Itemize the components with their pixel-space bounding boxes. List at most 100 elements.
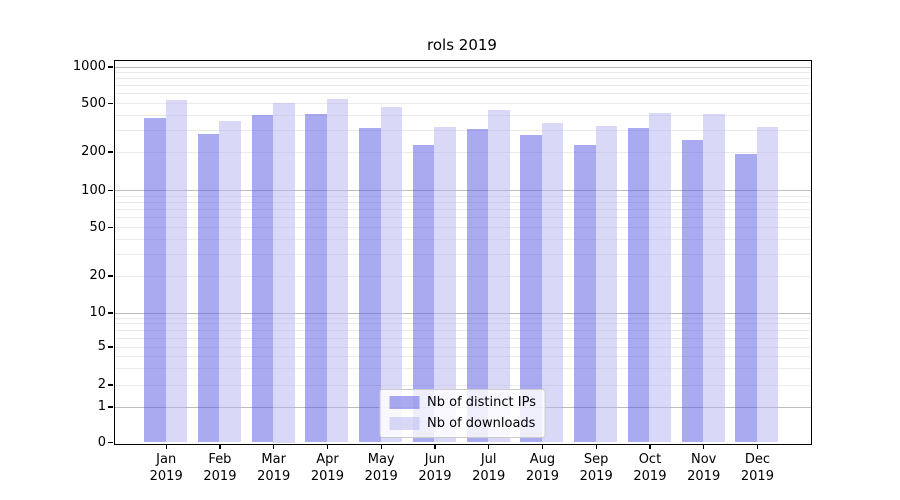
bar-distinct-ips-sep (574, 145, 596, 443)
gridline-1000 (114, 66, 811, 68)
y-tick-mark-50 (108, 226, 113, 229)
bar-distinct-ips-may (359, 128, 381, 443)
x-tick-year: 2019 (310, 469, 344, 484)
gridline-7 (114, 329, 811, 331)
x-tick-month: Aug (529, 452, 556, 467)
x-tick-year: 2019 (633, 469, 667, 484)
x-tick-month: Dec (744, 452, 771, 467)
bar-distinct-ips-aug (520, 134, 542, 443)
gridline-6 (114, 337, 811, 339)
y-tick-mark-200 (108, 151, 113, 153)
bar-distinct-ips-feb (197, 133, 220, 443)
gridline-60 (114, 217, 811, 219)
x-tick-mark-dec (756, 444, 759, 449)
gridline-600 (114, 93, 811, 95)
x-tick-year: 2019 (257, 469, 291, 484)
y-tick-label-1000: 1000 (72, 59, 106, 74)
x-tick-month: Apr (316, 452, 339, 467)
gridline-2 (114, 384, 811, 386)
x-tick-year: 2019 (203, 469, 237, 484)
gridline-700 (114, 85, 811, 87)
y-tick-label-100: 100 (81, 182, 106, 198)
bar-distinct-ips-jun (412, 145, 435, 443)
y-tick-label-500: 500 (81, 95, 106, 111)
y-tick-mark-2 (108, 384, 113, 386)
gridline-500 (114, 103, 811, 104)
x-tick-year: 2019 (149, 469, 183, 484)
bar-distinct-ips-apr (305, 114, 327, 443)
x-tick-mark-jun (434, 444, 436, 449)
gridline-5 (114, 346, 811, 348)
chart-title: rols 2019 (427, 36, 497, 54)
x-tick-mark-may (380, 444, 382, 449)
gridline-90 (114, 195, 811, 197)
x-tick-label-apr: Apr 2019 (287, 451, 367, 485)
legend-swatch-icon (389, 417, 420, 430)
gridline-20 (114, 275, 811, 277)
gridline-9 (114, 317, 811, 319)
y-tick-mark-20 (108, 275, 113, 277)
x-tick-label-may: May 2019 (341, 451, 421, 485)
bar-distinct-ips-jan (144, 117, 166, 443)
gridline-100 (114, 190, 811, 192)
x-tick-label-nov: Nov 2019 (664, 451, 744, 485)
x-tick-mark-jul (488, 444, 490, 449)
y-tick-mark-1000 (108, 66, 113, 68)
x-tick-label-dec: Dec 2019 (717, 451, 797, 485)
x-tick-label-jul: Jul 2019 (449, 451, 529, 485)
x-tick-label-oct: Oct 2019 (610, 451, 690, 485)
gridline-3 (114, 367, 811, 369)
x-tick-year: 2019 (472, 469, 506, 484)
gridline-40 (114, 238, 811, 240)
x-tick-year: 2019 (525, 469, 559, 484)
x-tick-mark-mar (273, 444, 275, 449)
y-tick-mark-0 (108, 441, 113, 444)
x-tick-mark-feb (219, 444, 221, 449)
y-tick-label-50: 50 (89, 219, 106, 235)
x-tick-label-jan: Jan 2019 (126, 451, 206, 485)
x-tick-month: Jul (480, 452, 497, 467)
x-tick-label-aug: Aug 2019 (502, 451, 582, 485)
legend-label: Nb of downloads (427, 415, 536, 431)
bar-downloads-mar (273, 103, 295, 443)
bar-downloads-jun (434, 126, 456, 443)
x-tick-mark-apr (326, 444, 329, 449)
legend-item-distinct-ips: Nb of distinct IPs (389, 395, 536, 411)
gridline-70 (114, 209, 811, 211)
gridline-80 (114, 201, 811, 203)
x-tick-month: May (367, 452, 395, 467)
x-tick-month: Feb (208, 452, 232, 467)
gridline-10 (114, 312, 811, 314)
bar-downloads-oct (649, 112, 671, 443)
x-tick-year: 2019 (418, 469, 452, 484)
bar-downloads-feb (219, 121, 241, 443)
bar-distinct-ips-oct (627, 128, 650, 443)
x-tick-month: Jun (424, 452, 446, 467)
gridline-30 (114, 254, 811, 256)
y-tick-mark-100 (108, 189, 113, 192)
bar-downloads-sep (595, 125, 618, 443)
y-tick-mark-500 (108, 102, 113, 105)
y-tick-label-10: 10 (89, 305, 106, 320)
gridline-300 (114, 130, 811, 132)
plot-area: Nb of distinct IPs Nb of downloads (113, 59, 812, 445)
gridline-900 (114, 72, 811, 74)
y-tick-mark-10 (108, 312, 113, 314)
x-tick-month: Jan (156, 452, 177, 467)
x-tick-mark-aug (541, 444, 544, 449)
bar-distinct-ips-dec (735, 154, 757, 443)
gridline-200 (114, 151, 811, 153)
x-tick-label-mar: Mar 2019 (234, 451, 314, 485)
y-tick-label-5: 5 (97, 339, 106, 354)
bar-distinct-ips-jul (466, 129, 489, 443)
gridline-400 (114, 114, 811, 116)
bar-downloads-dec (756, 126, 779, 443)
gridline-50 (114, 227, 811, 228)
x-tick-year: 2019 (687, 469, 721, 484)
bar-downloads-jul (488, 109, 510, 443)
x-tick-label-jun: Jun 2019 (395, 451, 475, 485)
x-tick-month: Mar (261, 452, 286, 467)
legend-label: Nb of distinct IPs (427, 394, 536, 410)
y-tick-label-2: 2 (97, 377, 106, 392)
